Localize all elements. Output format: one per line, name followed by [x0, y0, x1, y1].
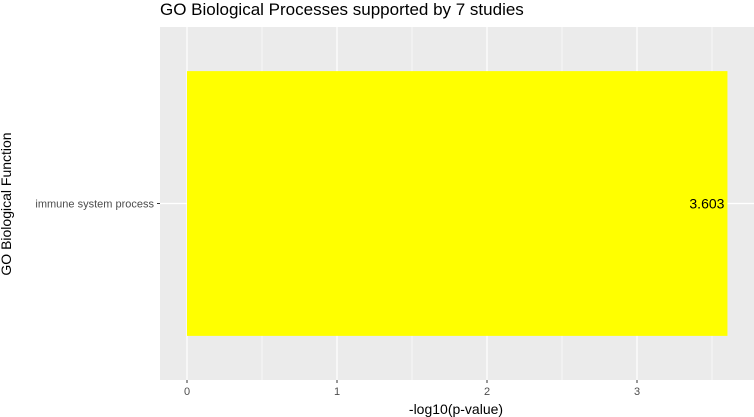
x-tick-label: 3 [634, 386, 640, 398]
x-axis-title: -log10(p-value) [409, 401, 503, 417]
y-tick-label: immune system process [35, 199, 154, 211]
x-tick-label: 0 [184, 386, 190, 398]
data-labels: 3.603 [689, 196, 724, 212]
chart-title: GO Biological Processes supported by 7 s… [160, 0, 524, 19]
data-label: 3.603 [689, 196, 724, 212]
bar [187, 71, 728, 336]
bars [187, 71, 728, 336]
x-tick-label: 1 [334, 386, 340, 398]
y-axis: immune system process [35, 199, 160, 211]
y-axis-title: GO Biological Function [0, 132, 14, 275]
x-axis: 0 1 2 3 [184, 380, 640, 398]
x-tick-label: 2 [484, 386, 490, 398]
